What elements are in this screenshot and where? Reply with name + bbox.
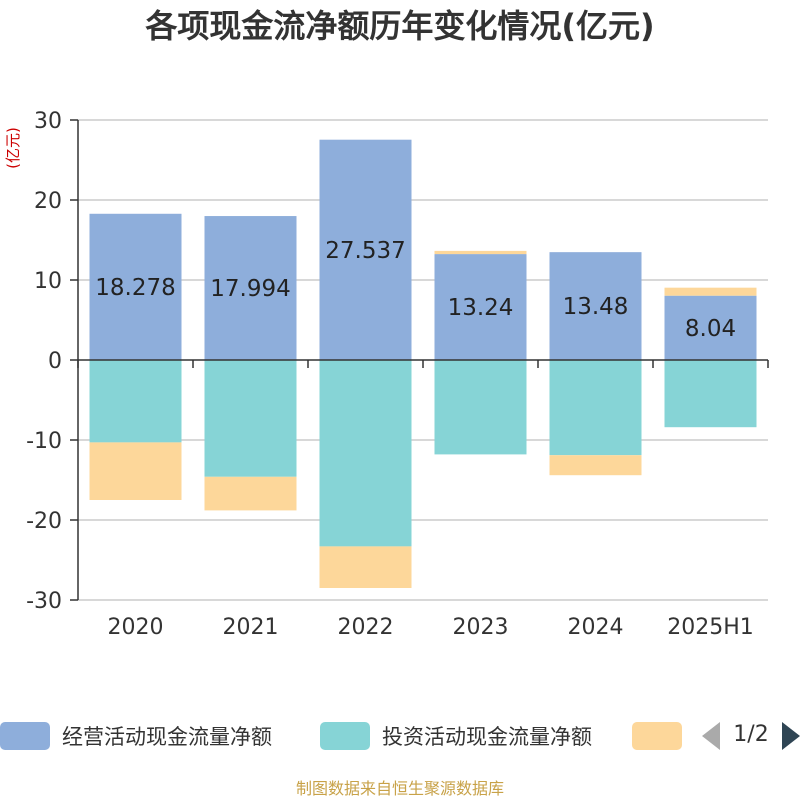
legend-swatch-third — [632, 722, 682, 750]
legend-item-investing[interactable]: 投资活动现金流量净额 — [320, 714, 592, 758]
legend-page-indicator: 1/2 — [733, 722, 769, 747]
legend-item-operating[interactable]: 经营活动现金流量净额 — [0, 714, 272, 758]
bar-investing-2025H1[interactable] — [664, 360, 757, 428]
data-label-operating-2020: 18.278 — [95, 275, 175, 301]
x-tick-label: 2024 — [568, 615, 624, 640]
legend-label-operating: 经营活动现金流量净额 — [62, 725, 272, 749]
y-unit-label: (亿元) — [4, 127, 22, 169]
data-labels: 18.278 17.994 27.537 13.24 13.48 8.04 — [95, 238, 736, 342]
bar-investing-2024[interactable] — [549, 360, 642, 456]
y-tick-label: -20 — [26, 509, 62, 534]
x-tick-label: 2021 — [223, 615, 279, 640]
chart-title: 各项现金流净额历年变化情况(亿元) — [145, 7, 655, 45]
stacked-bar-chart: 18.278 17.994 27.537 13.24 13.48 8.04 30 20 10 0… — [4, 109, 769, 640]
bar-operating-2023[interactable] — [434, 254, 527, 360]
y-tick-label: 20 — [34, 189, 62, 214]
bar-financing-2020[interactable] — [89, 442, 182, 500]
x-tick-label: 2023 — [453, 615, 509, 640]
y-tick-label: 10 — [34, 269, 62, 294]
bar-operating-2022[interactable] — [319, 139, 412, 360]
bars — [89, 139, 757, 588]
data-label-operating-2023: 13.24 — [448, 295, 514, 321]
x-tick-label: 2025H1 — [667, 615, 754, 640]
bar-operating-2021[interactable] — [204, 216, 297, 360]
grid-lines — [78, 119, 768, 601]
legend-label-investing: 投资活动现金流量净额 — [382, 725, 592, 749]
x-tick-label: 2022 — [338, 615, 394, 640]
y-tick-label: 30 — [34, 109, 62, 134]
legend: 经营活动现金流量净额 投资活动现金流量净额 — [0, 714, 800, 758]
data-label-operating-2025H1: 8.04 — [685, 316, 736, 342]
legend-next-page-icon[interactable] — [782, 722, 800, 750]
bar-operating-2024[interactable] — [549, 252, 642, 360]
legend-swatch-operating — [0, 722, 50, 750]
bar-financing-2025H1[interactable] — [664, 287, 757, 296]
data-label-operating-2024: 13.48 — [563, 294, 629, 320]
y-tick-label: -10 — [26, 429, 62, 454]
bar-operating-2025H1[interactable] — [664, 295, 757, 360]
bar-investing-2021[interactable] — [204, 360, 297, 477]
bar-financing-2024[interactable] — [549, 455, 642, 476]
bar-financing-2021[interactable] — [204, 476, 297, 511]
legend-item-third[interactable] — [632, 714, 694, 758]
bar-investing-2020[interactable] — [89, 360, 182, 443]
bar-investing-2022[interactable] — [319, 360, 412, 547]
bar-financing-2022[interactable] — [319, 546, 412, 588]
axes: 30 20 10 0 -10 -20 -30 (亿元) 2020 2021 2022 2023 2024… — [4, 109, 769, 640]
data-label-operating-2022: 27.537 — [325, 238, 405, 264]
legend-prev-page-icon[interactable] — [702, 722, 720, 750]
bar-investing-2023[interactable] — [434, 360, 527, 455]
y-tick-label: 0 — [48, 349, 62, 374]
data-label-operating-2021: 17.994 — [210, 276, 290, 302]
x-tick-label: 2020 — [108, 615, 164, 640]
y-tick-label: -30 — [26, 589, 62, 614]
bar-operating-2020[interactable] — [89, 213, 182, 360]
source-note: 制图数据来自恒生聚源数据库 — [295, 779, 504, 798]
bar-financing-2023[interactable] — [434, 250, 527, 255]
legend-swatch-investing — [320, 722, 370, 750]
